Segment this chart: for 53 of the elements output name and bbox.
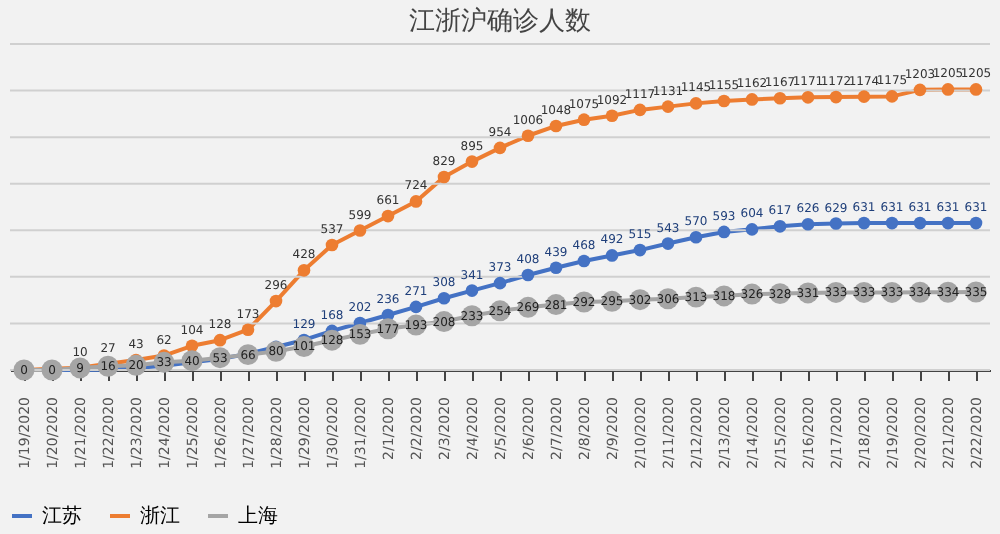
point [437,291,451,305]
point [913,216,927,230]
point [801,91,815,104]
point [297,264,311,277]
point [493,141,507,155]
point [521,268,535,282]
legend-label: 上海 [238,504,278,528]
point [325,238,339,252]
legend-label: 浙江 [140,504,180,528]
point [941,83,955,96]
point [689,230,703,244]
point [213,333,227,347]
point [773,91,787,105]
point [801,217,815,231]
point [381,209,395,223]
point [437,170,451,184]
point [885,90,899,103]
point [717,94,731,108]
point [605,109,619,123]
point [409,300,423,314]
point [465,155,479,168]
point [577,254,591,268]
point [717,225,731,239]
point [885,216,899,230]
point [689,97,703,110]
point [829,90,843,104]
point [661,237,675,250]
legend-label: 江苏 [42,504,82,528]
point [857,216,871,230]
point [409,195,423,208]
point [577,113,591,126]
point [353,224,367,237]
point [745,93,759,106]
chart-title: 江浙沪确诊人数 [409,5,591,37]
point [745,223,759,236]
point [549,119,563,133]
point [857,90,871,103]
point [465,284,479,297]
point [969,83,983,96]
point [269,294,283,308]
point [913,83,927,97]
point [241,323,255,337]
point [633,103,647,117]
point [941,216,955,230]
point [661,100,675,113]
point [493,276,507,290]
point [549,261,563,275]
point [633,243,647,257]
point [969,216,983,230]
point [829,217,843,230]
point [521,129,535,143]
point [773,220,787,233]
point [605,249,619,262]
